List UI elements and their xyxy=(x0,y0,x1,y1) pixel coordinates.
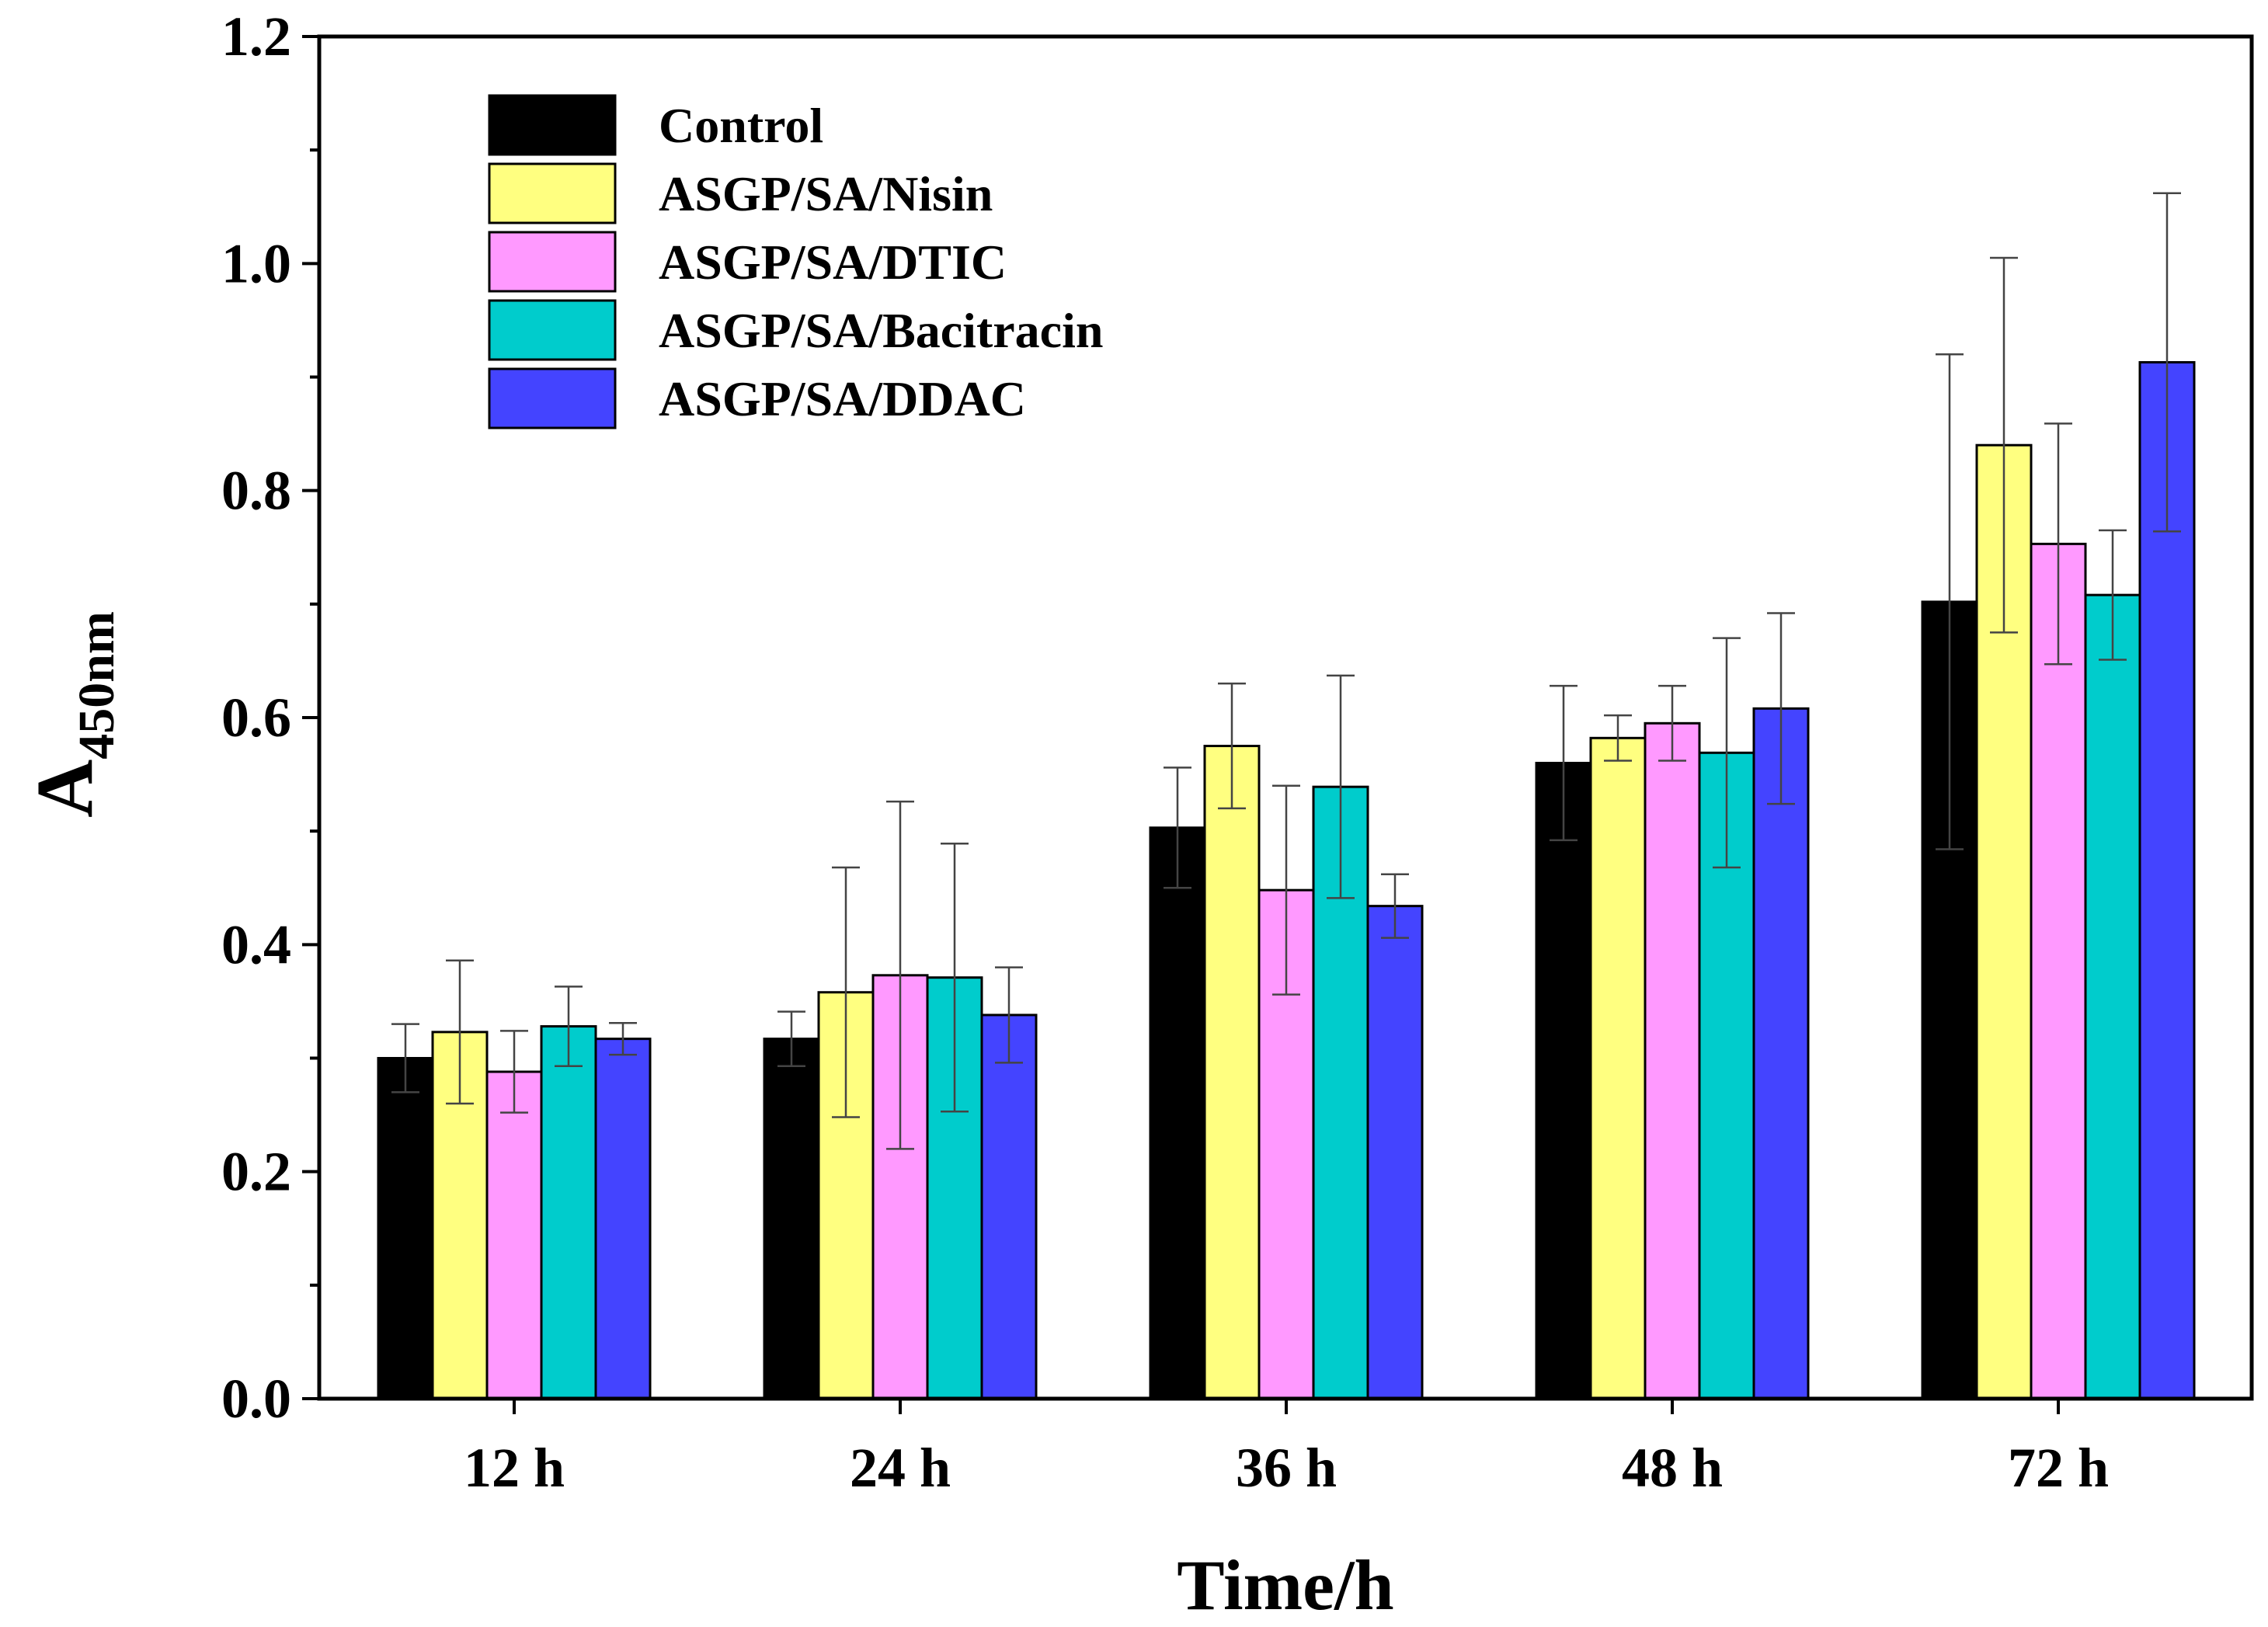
legend-swatch xyxy=(488,299,617,361)
error-bar xyxy=(2099,529,2127,661)
bar-asgp-sa-nisin-36h xyxy=(1203,745,1261,1400)
bar-control-48h xyxy=(1535,761,1592,1400)
y-tick-label: 0.6 xyxy=(221,687,291,749)
y-tick-label: 0.4 xyxy=(221,913,291,975)
bar-asgp-sa-ddac-48h xyxy=(1752,707,1810,1400)
legend-label: Control xyxy=(659,98,823,153)
error-bar xyxy=(1713,637,1741,869)
x-tick-label: 24 h xyxy=(850,1437,951,1499)
bar-asgp-sa-ddac-12h xyxy=(594,1038,652,1400)
legend-label: ASGP/SA/Nisin xyxy=(659,166,993,221)
error-bar xyxy=(1936,353,1964,850)
y-axis-title-main: A xyxy=(20,760,110,818)
legend: Control ASGP/SA/Nisin ASGP/SA/DTIC ASGP/SA/… xyxy=(488,94,1103,429)
bar-control-36h xyxy=(1149,826,1206,1400)
error-bar xyxy=(941,842,969,1113)
bar-control-24h xyxy=(763,1038,820,1400)
error-bar xyxy=(555,986,583,1067)
error-bar xyxy=(391,1023,419,1093)
bar-control-12h xyxy=(377,1057,434,1400)
error-bar xyxy=(1990,256,2018,634)
bar-asgp-sa-ddac-36h xyxy=(1366,905,1424,1400)
x-tick-label: 36 h xyxy=(1236,1437,1337,1499)
x-tick-label: 72 h xyxy=(2008,1437,2109,1499)
legend-label: ASGP/SA/DTIC xyxy=(659,235,1007,290)
legend-label: ASGP/SA/Bacitracin xyxy=(659,303,1103,358)
error-bar xyxy=(1658,684,1686,762)
y-axis-title-subscript: 450nm xyxy=(68,611,125,760)
legend-item: ASGP/SA/Bacitracin xyxy=(488,299,1103,361)
y-tick-label: 0.2 xyxy=(221,1141,291,1203)
ticks-layer xyxy=(302,35,2060,1414)
x-axis-title: Time/h xyxy=(1177,1545,1393,1625)
error-bar xyxy=(2044,422,2072,666)
bar-asgp-sa-ddac-24h xyxy=(980,1013,1038,1400)
error-bar xyxy=(1218,682,1246,810)
legend-swatch xyxy=(488,162,617,224)
tick-labels-layer: 0.0 0.2 0.4 0.6 0.8 1.0 1.2 12 h 24 h 36 h 48 h 72 … xyxy=(221,5,2109,1499)
error-bar xyxy=(2153,192,2181,533)
x-tick-label: 12 h xyxy=(464,1437,565,1499)
y-tick-label: 1.2 xyxy=(221,5,291,68)
legend-label: ASGP/SA/DDAC xyxy=(659,371,1026,426)
bar-asgp-sa-bacitracin-24h xyxy=(926,976,983,1400)
bar-asgp-sa-bacitracin-12h xyxy=(540,1025,597,1400)
legend-item: ASGP/SA/DDAC xyxy=(488,367,1026,429)
y-tick-label: 0.8 xyxy=(221,460,291,522)
y-tick-label: 0.0 xyxy=(221,1368,291,1430)
bar-asgp-sa-dtic-48h xyxy=(1644,721,1701,1400)
error-bars-layer xyxy=(391,192,2181,1150)
error-bar xyxy=(446,959,474,1105)
legend-swatch xyxy=(488,367,617,429)
error-bar xyxy=(1164,767,1191,889)
x-tick-label: 48 h xyxy=(1622,1437,1723,1499)
error-bar xyxy=(1272,784,1300,996)
legend-item: ASGP/SA/DTIC xyxy=(488,231,1007,293)
error-bar xyxy=(1327,674,1355,899)
error-bar xyxy=(1767,612,1795,805)
error-bar xyxy=(1381,873,1409,939)
error-bar xyxy=(1604,714,1632,762)
error-bar xyxy=(1550,684,1578,842)
error-bar xyxy=(777,1010,805,1067)
bar-asgp-sa-dtic-12h xyxy=(485,1070,543,1400)
y-tick-label: 1.0 xyxy=(221,232,291,294)
y-axis-title: A450nm xyxy=(20,611,125,818)
legend-item: ASGP/SA/Nisin xyxy=(488,162,993,224)
error-bar xyxy=(500,1030,528,1114)
bar-asgp-sa-nisin-48h xyxy=(1589,736,1647,1400)
bar-asgp-sa-dtic-72h xyxy=(2030,542,2087,1400)
error-bar xyxy=(995,966,1023,1064)
legend-swatch xyxy=(488,94,617,156)
legend-swatch xyxy=(488,231,617,293)
error-bar xyxy=(886,800,914,1150)
error-bar xyxy=(832,866,860,1118)
bar-asgp-sa-bacitracin-72h xyxy=(2084,593,2141,1400)
error-bar xyxy=(609,1021,637,1056)
legend-item: Control xyxy=(488,94,823,156)
